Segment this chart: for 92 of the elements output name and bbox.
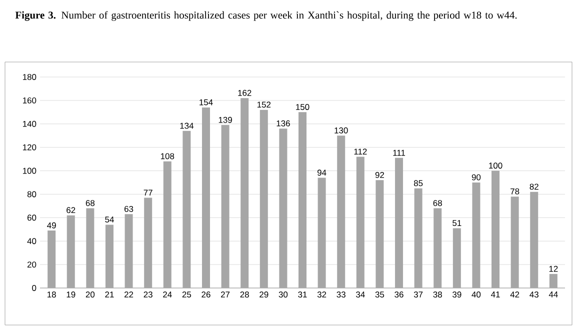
data-label: 68 <box>433 200 442 206</box>
bar <box>492 170 500 288</box>
data-label: 90 <box>472 174 481 180</box>
x-tick-label: 23 <box>144 292 152 298</box>
x-tick-label: 37 <box>414 292 423 298</box>
x-tick-label: 26 <box>202 292 210 298</box>
bar <box>48 230 56 288</box>
x-tick-label: 41 <box>490 292 500 298</box>
bar <box>298 112 307 288</box>
x-tick-label: 32 <box>317 292 326 298</box>
data-label: 82 <box>530 184 538 190</box>
data-label: 130 <box>334 127 348 134</box>
data-label: 92 <box>375 172 384 178</box>
data-label: 152 <box>257 102 271 108</box>
x-tick-label: 19 <box>66 292 76 298</box>
bar <box>105 224 114 288</box>
y-tick-label: 60 <box>28 214 36 221</box>
data-label: 112 <box>354 148 367 155</box>
chart-title: Figure 3. Number of gastroenteritis hospitalized cases per week in Xanthi`s hospital, during the period w18 to w44. <box>15 11 517 21</box>
x-tick-label: 21 <box>105 292 114 298</box>
data-label: 154 <box>200 99 213 106</box>
data-label: 162 <box>238 90 252 96</box>
x-tick-label: 35 <box>375 292 384 298</box>
bar <box>66 215 75 288</box>
data-label: 100 <box>489 162 502 169</box>
x-tick-label: 36 <box>394 292 404 298</box>
bar <box>124 214 133 288</box>
bar <box>163 161 172 288</box>
bar <box>549 274 558 288</box>
x-tick-label: 44 <box>548 292 558 298</box>
data-label: 77 <box>144 190 152 196</box>
bar <box>414 188 422 288</box>
bar <box>86 208 94 288</box>
data-label: 49 <box>47 222 56 228</box>
x-tick-label: 30 <box>278 292 288 298</box>
x-tick-label: 18 <box>48 292 56 298</box>
bar <box>472 182 480 288</box>
x-tick-label: 34 <box>356 292 365 298</box>
x-tick-label: 25 <box>182 292 192 298</box>
bar <box>279 128 288 288</box>
bar <box>452 228 461 288</box>
bar <box>337 136 346 288</box>
data-label: 134 <box>180 122 194 129</box>
data-label: 63 <box>124 206 134 212</box>
data-label: 68 <box>86 200 95 206</box>
data-label: 85 <box>414 180 423 186</box>
data-label: 136 <box>276 120 290 126</box>
data-label: 111 <box>393 150 406 156</box>
y-tick-label: 140 <box>22 120 36 127</box>
data-label: 94 <box>317 170 326 176</box>
x-tick-label: 40 <box>472 292 481 298</box>
x-tick-label: 20 <box>86 292 95 298</box>
data-label: 78 <box>510 188 520 194</box>
x-tick-label: 39 <box>452 292 462 298</box>
bar <box>434 208 442 288</box>
bar <box>530 192 538 288</box>
y-tick-label: 120 <box>22 144 36 150</box>
y-tick-label: 0 <box>32 285 36 291</box>
bar <box>221 125 230 288</box>
x-tick-label: 43 <box>530 292 538 298</box>
bar <box>395 158 404 288</box>
y-tick-label: 180 <box>22 74 36 80</box>
data-label: 139 <box>218 116 232 123</box>
y-tick-label: 80 <box>27 191 36 198</box>
bar <box>144 198 152 288</box>
x-tick-label: 27 <box>221 292 230 298</box>
bar <box>356 156 364 288</box>
y-tick-label: 40 <box>27 238 36 244</box>
x-tick-label: 38 <box>433 292 442 298</box>
x-tick-label: 29 <box>260 292 268 298</box>
x-tick-label: 31 <box>298 292 307 298</box>
bar <box>240 98 249 288</box>
y-tick-label: 20 <box>27 262 36 268</box>
x-tick-label: 42 <box>510 292 520 298</box>
x-tick-label: 24 <box>163 292 172 298</box>
y-tick-label: 160 <box>22 97 36 104</box>
data-label: 108 <box>160 153 174 160</box>
data-label: 12 <box>549 266 558 272</box>
x-tick-label: 33 <box>336 292 346 298</box>
y-tick-label: 100 <box>22 168 36 174</box>
bar <box>376 180 384 288</box>
data-label: 54 <box>105 216 114 222</box>
bar <box>510 196 519 288</box>
bar <box>202 107 210 288</box>
x-tick-label: 22 <box>124 292 134 298</box>
data-label: 62 <box>66 207 76 214</box>
bar <box>318 178 326 288</box>
data-label: 51 <box>452 220 462 226</box>
bar <box>260 110 268 288</box>
data-label: 150 <box>296 104 310 110</box>
bar <box>182 130 191 288</box>
x-tick-label: 28 <box>240 292 249 298</box>
